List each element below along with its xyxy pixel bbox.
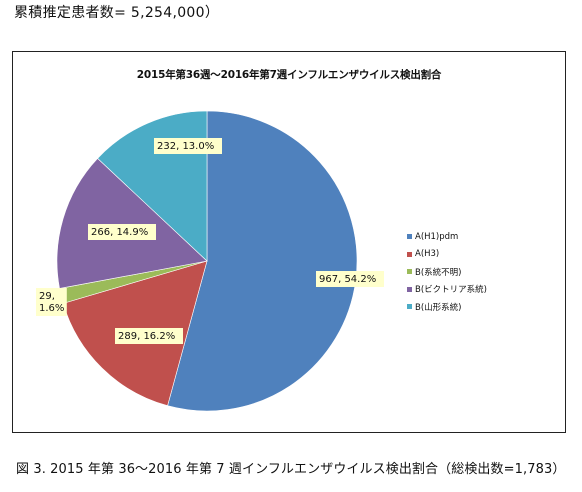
legend-item: A(H3) bbox=[407, 246, 487, 264]
legend-label: B(山形系統) bbox=[415, 302, 462, 313]
slice-data-label: 232, 13.0% bbox=[154, 138, 222, 154]
figure-caption: 図 3. 2015 年第 36～2016 年第 7 週インフルエンザウイルス検出… bbox=[16, 462, 566, 477]
legend-item: A(H1)pdm bbox=[407, 228, 487, 246]
slice-data-label: 29,1.6% bbox=[36, 288, 67, 316]
legend-swatch bbox=[407, 269, 412, 275]
legend-label: B(系統不明) bbox=[415, 267, 462, 278]
legend-swatch bbox=[407, 286, 412, 292]
estimated-patients-text: 累積推定患者数= 5,254,000） bbox=[14, 5, 220, 21]
legend-label: A(H1)pdm bbox=[415, 231, 459, 242]
pie-chart-frame: 2015年第36週〜2016年第7週インフルエンザウイルス検出割合 967, 5… bbox=[12, 51, 566, 433]
slice-data-label: 967, 54.2% bbox=[316, 271, 384, 287]
legend-label: B(ビクトリア系統) bbox=[415, 285, 487, 296]
legend-swatch bbox=[407, 251, 412, 257]
svg-text:289, 16.2%: 289, 16.2% bbox=[118, 331, 175, 342]
slice-data-label: 289, 16.2% bbox=[115, 328, 183, 344]
svg-text:967, 54.2%: 967, 54.2% bbox=[319, 274, 376, 285]
legend-swatch bbox=[407, 304, 412, 310]
slice-data-label: 266, 14.9% bbox=[88, 224, 156, 240]
pie-chart: 967, 54.2% 289, 16.2% 29,1.6% 266, 14.9% 232… bbox=[36, 110, 384, 412]
legend-label: A(H3) bbox=[415, 249, 440, 260]
svg-text:232, 13.0%: 232, 13.0% bbox=[157, 141, 214, 152]
legend-item: B(系統不明) bbox=[407, 263, 487, 281]
legend-item: B(山形系統) bbox=[407, 298, 487, 316]
chart-title: 2015年第36週〜2016年第7週インフルエンザウイルス検出割合 bbox=[136, 69, 442, 81]
legend-item: B(ビクトリア系統) bbox=[407, 281, 487, 299]
svg-text:1.6%: 1.6% bbox=[39, 303, 64, 314]
pie-slice bbox=[56, 157, 208, 289]
svg-text:266, 14.9%: 266, 14.9% bbox=[91, 227, 148, 238]
legend-swatch bbox=[407, 234, 412, 240]
chart-legend: A(H1)pdm A(H3) B(系統不明) B(ビクトリア系統) B(山形系統) bbox=[407, 228, 487, 316]
svg-text:29,: 29, bbox=[39, 291, 55, 302]
